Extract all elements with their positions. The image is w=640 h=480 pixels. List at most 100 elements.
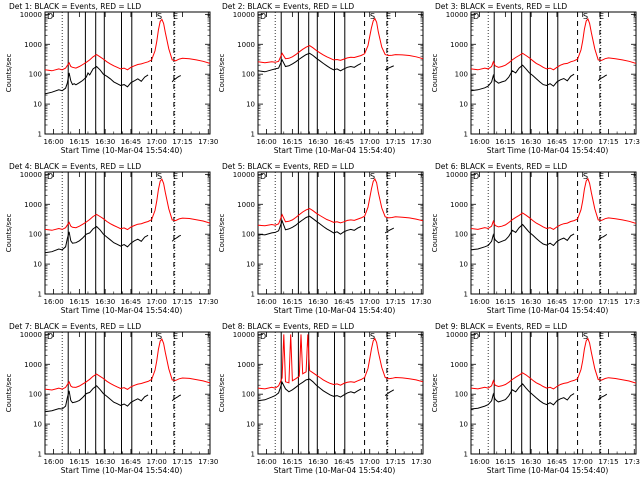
x-tick-label: 16:15 <box>69 298 89 306</box>
x-tick-label: 16:30 <box>521 298 541 306</box>
y-tick-label: 1000 <box>237 201 255 209</box>
y-tick-label: 1 <box>251 451 255 459</box>
x-tick-label: 17:00 <box>360 138 380 146</box>
y-axis-label: Counts/sec <box>431 374 439 413</box>
plot-frame <box>44 11 211 135</box>
panel-title: Det 8: BLACK = Events, RED = LLD <box>222 322 354 331</box>
y-tick-label: 1 <box>464 291 468 299</box>
plot-frame <box>257 171 424 295</box>
x-axis-label: Start Time (10-Mar-04 15:54:40) <box>487 146 609 155</box>
series-events-line <box>384 389 395 396</box>
x-tick-label: 17:00 <box>573 138 593 146</box>
y-tick-label: 10 <box>459 261 468 269</box>
x-tick-label: 16:15 <box>495 298 515 306</box>
y-tick-label: 1 <box>464 131 468 139</box>
x-tick-label: 16:00 <box>470 138 490 146</box>
series-events-line <box>171 394 182 402</box>
y-tick-label: 1 <box>464 451 468 459</box>
series-events-line <box>171 234 182 242</box>
plot-frame <box>470 331 637 455</box>
series-events-line <box>597 233 608 241</box>
x-axis-label: Start Time (10-Mar-04 15:54:40) <box>274 146 396 155</box>
x-tick-label: 16:45 <box>121 298 141 306</box>
x-tick-label: 17:00 <box>147 458 167 466</box>
x-tick-label: 17:00 <box>360 298 380 306</box>
y-tick-label: 1000 <box>237 41 255 49</box>
panel-flag: D <box>473 332 479 341</box>
plot-frame <box>257 331 424 455</box>
y-tick-label: 1000 <box>24 41 42 49</box>
x-axis-label: Start Time (10-Mar-04 15:54:40) <box>487 306 609 315</box>
series-events-line <box>44 65 149 95</box>
y-tick-label: 10 <box>246 101 255 109</box>
y-tick-label: 1 <box>38 291 42 299</box>
panel-title: Det 1: BLACK = Events, RED = LLD <box>9 2 141 11</box>
panel-flag: E <box>173 172 178 181</box>
y-tick-label: 10 <box>459 101 468 109</box>
x-tick-label: 16:00 <box>470 458 490 466</box>
y-tick-label: 10 <box>246 261 255 269</box>
panel-flag: S <box>157 332 162 341</box>
x-tick-label: 16:30 <box>308 458 328 466</box>
panel-flag: E <box>173 12 178 21</box>
x-tick-label: 17:15 <box>598 458 618 466</box>
panel-flag: S <box>157 12 162 21</box>
panel-title: Det 9: BLACK = Events, RED = LLD <box>435 322 567 331</box>
x-tick-label: 16:45 <box>334 138 354 146</box>
series-events-line <box>257 378 362 402</box>
panel-title: Det 6: BLACK = Events, RED = LLD <box>435 162 567 171</box>
y-tick-label: 10000 <box>233 171 255 179</box>
x-tick-label: 16:30 <box>95 138 115 146</box>
x-tick-label: 17:00 <box>573 458 593 466</box>
y-tick-label: 100 <box>29 391 42 399</box>
panel-flag: S <box>583 12 588 21</box>
x-tick-label: 16:45 <box>121 458 141 466</box>
y-tick-label: 100 <box>29 231 42 239</box>
panel-flag: D <box>47 12 53 21</box>
y-tick-label: 1000 <box>237 361 255 369</box>
y-tick-label: 1 <box>38 131 42 139</box>
x-tick-label: 16:15 <box>282 298 302 306</box>
series-events-line <box>44 225 149 254</box>
y-tick-label: 1000 <box>450 361 468 369</box>
y-tick-label: 10000 <box>233 331 255 339</box>
x-tick-label: 16:30 <box>95 298 115 306</box>
plot-frame <box>257 11 424 135</box>
panel-flag: D <box>47 172 53 181</box>
series-events-line <box>384 227 395 234</box>
y-axis-label: Counts/sec <box>218 54 226 93</box>
y-tick-label: 10 <box>33 421 42 429</box>
y-tick-label: 100 <box>242 391 255 399</box>
y-tick-label: 10000 <box>20 171 42 179</box>
x-tick-label: 17:30 <box>624 138 640 146</box>
y-axis-label: Counts/sec <box>5 54 13 93</box>
x-tick-label: 16:45 <box>334 298 354 306</box>
x-tick-label: 17:15 <box>385 458 405 466</box>
series-lld-line <box>44 178 211 231</box>
x-tick-label: 16:00 <box>44 138 64 146</box>
y-tick-label: 100 <box>242 231 255 239</box>
panel-flag: S <box>583 332 588 341</box>
x-tick-label: 16:45 <box>121 138 141 146</box>
y-tick-label: 10000 <box>446 171 468 179</box>
panel-flag: D <box>47 332 53 341</box>
series-lld-line <box>44 18 211 72</box>
panel-flag: D <box>473 12 479 21</box>
y-tick-label: 100 <box>242 71 255 79</box>
y-tick-label: 10 <box>246 421 255 429</box>
x-tick-label: 17:15 <box>172 138 192 146</box>
x-tick-label: 17:30 <box>624 298 640 306</box>
x-tick-label: 16:15 <box>69 458 89 466</box>
y-tick-label: 1000 <box>24 201 42 209</box>
panel-flag: S <box>370 172 375 181</box>
series-events-line <box>470 383 575 410</box>
x-tick-label: 16:00 <box>44 298 64 306</box>
x-tick-label: 16:45 <box>547 138 567 146</box>
x-tick-label: 17:15 <box>385 298 405 306</box>
x-tick-label: 16:00 <box>257 458 277 466</box>
series-events-line <box>44 385 149 413</box>
x-tick-label: 17:30 <box>198 298 218 306</box>
